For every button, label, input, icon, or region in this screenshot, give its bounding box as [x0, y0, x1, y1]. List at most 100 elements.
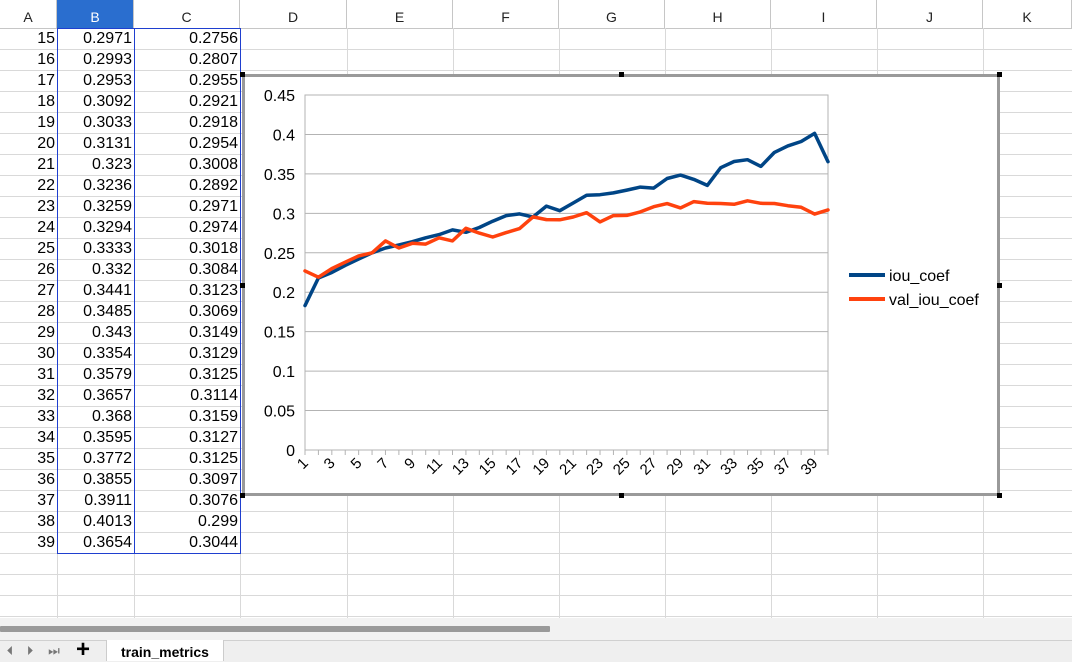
- add-sheet-button[interactable]: +: [76, 636, 91, 663]
- cell-b-17[interactable]: 0.2953: [83, 72, 132, 89]
- cell-b-18[interactable]: 0.3092: [83, 93, 132, 110]
- cell-b-25[interactable]: 0.3333: [83, 240, 132, 257]
- cell-c-29[interactable]: 0.3149: [189, 324, 238, 341]
- last-sheet-icon[interactable]: ⏭: [48, 643, 60, 658]
- cell-c-38[interactable]: 0.299: [197, 513, 238, 530]
- cell-c-37[interactable]: 0.3076: [189, 492, 238, 509]
- cell-b-16[interactable]: 0.2993: [83, 51, 132, 68]
- scrollbar-thumb[interactable]: [0, 626, 550, 632]
- resize-handle[interactable]: [619, 72, 624, 77]
- resize-handle[interactable]: [619, 493, 624, 498]
- cell-a-21[interactable]: 21: [37, 156, 55, 173]
- cell-b-32[interactable]: 0.3657: [83, 387, 132, 404]
- cell-b-23[interactable]: 0.3259: [83, 198, 132, 215]
- cell-c-15[interactable]: 0.2756: [189, 30, 238, 47]
- cell-a-25[interactable]: 25: [37, 240, 55, 257]
- cell-b-26[interactable]: 0.332: [91, 261, 132, 278]
- resize-handle[interactable]: [240, 493, 245, 498]
- cell-b-21[interactable]: 0.323: [91, 156, 132, 173]
- cell-a-27[interactable]: 27: [37, 282, 55, 299]
- cell-c-27[interactable]: 0.3123: [189, 282, 238, 299]
- sheet-tab-train-metrics[interactable]: train_metrics: [106, 640, 224, 661]
- column-header-f[interactable]: F: [453, 0, 559, 28]
- cell-b-20[interactable]: 0.3131: [83, 135, 132, 152]
- cell-b-33[interactable]: 0.368: [91, 408, 132, 425]
- cell-a-35[interactable]: 35: [37, 450, 55, 467]
- cell-a-31[interactable]: 31: [37, 366, 55, 383]
- cell-b-31[interactable]: 0.3579: [83, 366, 132, 383]
- cell-c-31[interactable]: 0.3125: [189, 366, 238, 383]
- cell-c-21[interactable]: 0.3008: [189, 156, 238, 173]
- resize-handle[interactable]: [997, 493, 1002, 498]
- cell-a-38[interactable]: 38: [37, 513, 55, 530]
- cell-b-35[interactable]: 0.3772: [83, 450, 132, 467]
- chart-object[interactable]: 0 0.05 0.1 0.15 0.2 0.25 0.3 0.35 0.4 0.45 1 3 5 7 9 11…: [242, 74, 1000, 496]
- column-header-c[interactable]: C: [134, 0, 240, 28]
- cell-a-36[interactable]: 36: [37, 471, 55, 488]
- cell-c-32[interactable]: 0.3114: [190, 387, 238, 404]
- cell-c-36[interactable]: 0.3097: [189, 471, 238, 488]
- cell-c-34[interactable]: 0.3127: [189, 429, 238, 446]
- resize-handle[interactable]: [997, 72, 1002, 77]
- column-header-h[interactable]: H: [665, 0, 771, 28]
- cell-b-27[interactable]: 0.3441: [83, 282, 132, 299]
- cell-a-28[interactable]: 28: [37, 303, 55, 320]
- cell-c-16[interactable]: 0.2807: [189, 51, 238, 68]
- cell-a-30[interactable]: 30: [37, 345, 55, 362]
- cell-a-26[interactable]: 26: [37, 261, 55, 278]
- cell-b-38[interactable]: 0.4013: [83, 513, 132, 530]
- cell-c-17[interactable]: 0.2955: [189, 72, 238, 89]
- cell-c-35[interactable]: 0.3125: [189, 450, 238, 467]
- cell-c-19[interactable]: 0.2918: [189, 114, 238, 131]
- cell-a-22[interactable]: 22: [37, 177, 55, 194]
- cell-a-23[interactable]: 23: [37, 198, 55, 215]
- next-sheet-icon[interactable]: ⏵: [26, 643, 34, 658]
- column-header-i[interactable]: I: [771, 0, 877, 28]
- cell-b-19[interactable]: 0.3033: [83, 114, 132, 131]
- cell-b-22[interactable]: 0.3236: [83, 177, 132, 194]
- cell-c-24[interactable]: 0.2974: [189, 219, 238, 236]
- cell-a-16[interactable]: 16: [37, 51, 55, 68]
- cell-c-39[interactable]: 0.3044: [189, 534, 238, 551]
- cell-a-20[interactable]: 20: [37, 135, 55, 152]
- cell-a-19[interactable]: 19: [37, 114, 55, 131]
- cell-c-20[interactable]: 0.2954: [189, 135, 238, 152]
- resize-handle[interactable]: [240, 72, 245, 77]
- cell-b-34[interactable]: 0.3595: [83, 429, 132, 446]
- cell-b-37[interactable]: 0.3911: [84, 492, 132, 509]
- cell-c-26[interactable]: 0.3084: [189, 261, 238, 278]
- cell-a-32[interactable]: 32: [37, 387, 55, 404]
- cell-a-29[interactable]: 29: [37, 324, 55, 341]
- cell-a-24[interactable]: 24: [37, 219, 55, 236]
- cell-a-17[interactable]: 17: [37, 72, 55, 89]
- cell-b-39[interactable]: 0.3654: [83, 534, 132, 551]
- cell-b-28[interactable]: 0.3485: [83, 303, 132, 320]
- cell-b-36[interactable]: 0.3855: [83, 471, 132, 488]
- cell-c-33[interactable]: 0.3159: [189, 408, 238, 425]
- column-header-k[interactable]: K: [983, 0, 1072, 28]
- cell-a-37[interactable]: 37: [37, 492, 55, 509]
- cell-b-29[interactable]: 0.343: [91, 324, 132, 341]
- column-header-e[interactable]: E: [347, 0, 453, 28]
- column-header-g[interactable]: G: [559, 0, 665, 28]
- cell-c-30[interactable]: 0.3129: [189, 345, 238, 362]
- cell-b-30[interactable]: 0.3354: [83, 345, 132, 362]
- cell-c-25[interactable]: 0.3018: [189, 240, 238, 257]
- column-header-a[interactable]: A: [0, 0, 57, 28]
- cell-a-18[interactable]: 18: [37, 93, 55, 110]
- resize-handle[interactable]: [240, 283, 245, 288]
- cell-c-28[interactable]: 0.3069: [189, 303, 238, 320]
- cell-c-18[interactable]: 0.2921: [189, 93, 238, 110]
- cell-a-15[interactable]: 15: [37, 30, 55, 47]
- cell-a-33[interactable]: 33: [37, 408, 55, 425]
- cell-a-34[interactable]: 34: [37, 429, 55, 446]
- column-header-d[interactable]: D: [240, 0, 347, 28]
- cell-a-39[interactable]: 39: [37, 534, 55, 551]
- column-header-j[interactable]: J: [877, 0, 983, 28]
- column-header-b[interactable]: B: [57, 0, 134, 28]
- first-sheet-icon[interactable]: ⏴: [6, 643, 14, 658]
- cell-c-22[interactable]: 0.2892: [189, 177, 238, 194]
- cell-b-15[interactable]: 0.2971: [83, 30, 132, 47]
- cell-b-24[interactable]: 0.3294: [83, 219, 132, 236]
- cell-c-23[interactable]: 0.2971: [189, 198, 238, 215]
